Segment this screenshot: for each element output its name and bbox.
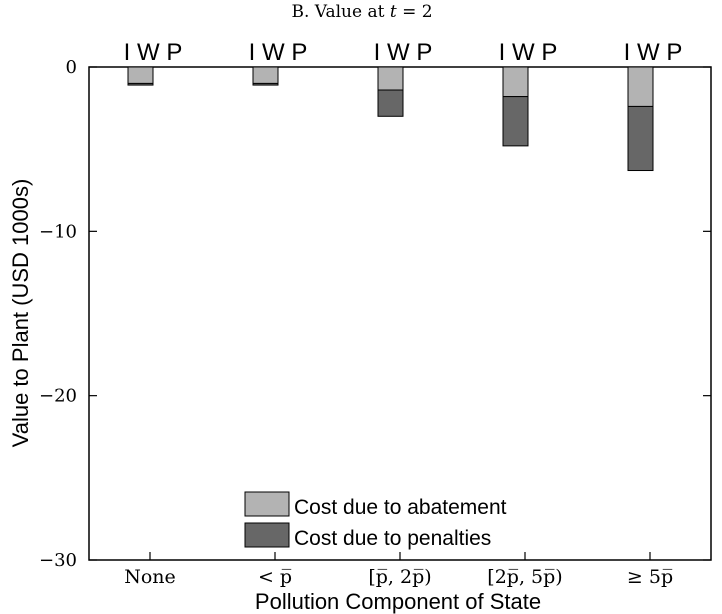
y-axis-label: Value to Plant (USD 1000s) bbox=[8, 179, 33, 448]
bar-penalties bbox=[377, 89, 404, 117]
group-label: I W P bbox=[499, 39, 558, 66]
group-label: I W P bbox=[124, 39, 183, 66]
bar-penalties bbox=[252, 82, 279, 86]
bar-abatement bbox=[377, 66, 404, 91]
y-tick-label: −20 bbox=[39, 386, 77, 407]
bar-penalties bbox=[127, 82, 154, 86]
x-tick-label: [p̅, 2p̅) bbox=[368, 566, 431, 588]
group-label: I W P bbox=[249, 39, 308, 66]
legend-swatch-penalties bbox=[244, 522, 290, 548]
x-axis: None < p̅ [p̅, 2p̅) [2p̅, 5p̅) ≥ 5p̅ bbox=[124, 552, 673, 588]
group-label: I W P bbox=[624, 39, 683, 66]
x-axis-label: Pollution Component of State bbox=[255, 589, 541, 614]
legend-swatch-abatement bbox=[244, 491, 290, 517]
x-tick-label: < p̅ bbox=[258, 566, 292, 588]
x-tick-label: ≥ 5p̅ bbox=[627, 566, 673, 588]
x-tick-label: [2p̅, 5p̅) bbox=[487, 566, 562, 588]
chart-title-text: B. Value at bbox=[291, 2, 389, 22]
bars bbox=[127, 66, 654, 172]
legend-label-abatement: Cost due to abatement bbox=[294, 496, 507, 519]
bar-penalties bbox=[502, 96, 529, 147]
bar-penalties bbox=[627, 105, 654, 172]
bar-abatement bbox=[252, 66, 279, 84]
bar-abatement bbox=[627, 66, 654, 107]
x-tick-label: None bbox=[124, 566, 176, 588]
y-tick-label: −10 bbox=[39, 221, 77, 242]
y-tick-label: 0 bbox=[66, 57, 77, 78]
y-tick-label: −30 bbox=[39, 550, 77, 571]
legend-label-penalties: Cost due to penalties bbox=[294, 527, 491, 550]
bar-abatement bbox=[502, 66, 529, 98]
plot-frame bbox=[88, 66, 712, 561]
bar-abatement bbox=[127, 66, 154, 84]
chart-title: B. Value at t = 2 bbox=[291, 2, 432, 22]
group-label: I W P bbox=[374, 39, 433, 66]
y-axis: 0 −10 −20 −30 bbox=[39, 57, 711, 571]
legend: Cost due to abatement Cost due to penalt… bbox=[244, 491, 507, 550]
